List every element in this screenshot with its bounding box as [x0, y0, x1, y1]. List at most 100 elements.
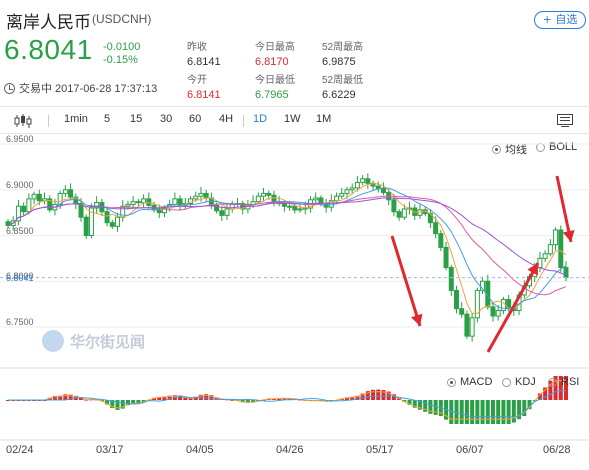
- interval-4h[interactable]: 4H: [219, 113, 234, 125]
- macd-bar: [371, 389, 376, 400]
- candle-body: [287, 205, 293, 208]
- candle-body: [135, 201, 141, 204]
- candle-body: [141, 198, 147, 204]
- x-tick-label: 06/28: [543, 444, 571, 456]
- interval-5[interactable]: 5: [104, 113, 111, 125]
- macd-bar: [485, 400, 490, 424]
- interval-1min[interactable]: 1min: [64, 113, 88, 125]
- stat-value: 6.8170: [255, 56, 289, 68]
- candle-body: [68, 189, 74, 198]
- macd-bar: [141, 400, 146, 403]
- candle-body: [224, 208, 230, 216]
- stat-label: 今日最高: [255, 42, 295, 53]
- candlestick-type-icon[interactable]: [14, 114, 32, 128]
- macd-bar: [475, 400, 480, 424]
- stat-label: 昨收: [187, 42, 207, 53]
- candle-body: [391, 199, 397, 213]
- candle-body: [83, 216, 89, 236]
- macd-bar: [193, 396, 198, 400]
- candle-body: [94, 202, 100, 209]
- stat-prev-close: 昨收 6.8141: [187, 38, 221, 68]
- stat-day-high: 今日最高 6.8170: [255, 38, 295, 68]
- stat-label: 今开: [187, 75, 207, 86]
- interval-1d[interactable]: 1D: [253, 113, 268, 125]
- macd-label: MACD: [460, 376, 493, 388]
- candle-body: [161, 207, 167, 214]
- chart-toolbar: 1min 5 15 30 60 4H 1D 1W 1M: [0, 106, 589, 134]
- candle-body: [297, 208, 303, 211]
- candle-body: [198, 192, 204, 197]
- candle-body: [401, 208, 407, 218]
- macd-bar: [365, 391, 370, 400]
- interval-1w[interactable]: 1W: [284, 113, 301, 125]
- candle-body: [349, 187, 355, 191]
- macd-bar: [282, 397, 287, 400]
- ma30-line: [7, 197, 567, 276]
- candle-body: [193, 195, 199, 200]
- macd-bar: [251, 400, 256, 403]
- radio-icon: [548, 377, 557, 387]
- macd-bar: [553, 376, 558, 400]
- macd-bar: [548, 380, 553, 400]
- stat-value: 6.7965: [255, 89, 289, 101]
- add-watchlist-button[interactable]: + 自选: [534, 11, 586, 29]
- macd-bar: [511, 400, 516, 423]
- macd-bar: [344, 397, 349, 400]
- x-tick-label: 02/24: [6, 444, 34, 456]
- macd-bar: [522, 400, 527, 417]
- x-tick-label: 03/17: [96, 444, 124, 456]
- radio-selected-icon: [492, 144, 501, 154]
- price-change: -0.0100 -0.15%: [103, 41, 140, 67]
- x-tick-label: 06/07: [456, 444, 484, 456]
- candle-body: [203, 192, 209, 199]
- rsi-label: RSI: [561, 376, 580, 388]
- interval-15[interactable]: 15: [130, 113, 143, 125]
- macd-bar: [115, 400, 120, 410]
- annotation-arrow-down-late-head: [562, 229, 575, 242]
- ma-label: 均线: [505, 144, 527, 156]
- candle-body: [255, 195, 261, 203]
- interval-30[interactable]: 30: [160, 113, 173, 125]
- annotation-arrow-up: [486, 262, 540, 353]
- candle-body: [354, 181, 360, 189]
- macd-toggle[interactable]: MACD: [447, 376, 492, 388]
- candle-body: [36, 193, 42, 202]
- candle-body: [130, 201, 136, 205]
- symbol-code: (USDCNH): [92, 12, 152, 26]
- candle-body: [47, 198, 53, 211]
- candle-body: [464, 313, 470, 337]
- macd-bar: [433, 400, 438, 415]
- ma-toggle[interactable]: 均线: [492, 141, 527, 157]
- macd-bar: [360, 393, 365, 400]
- fullscreen-icon[interactable]: [557, 114, 573, 127]
- change-percent: -0.15%: [103, 54, 138, 66]
- macd-bar: [517, 400, 522, 420]
- stat-label: 52周最低: [322, 75, 364, 86]
- candle-body: [31, 193, 37, 200]
- annotation-arrow-down-head: [411, 313, 423, 326]
- candle-body: [109, 222, 115, 227]
- annotation-arrow-up-head: [527, 263, 538, 276]
- change-absolute: -0.0100: [103, 41, 141, 53]
- kdj-toggle[interactable]: KDJ: [502, 376, 536, 388]
- candle-body: [380, 188, 386, 193]
- interval-1m[interactable]: 1M: [316, 113, 332, 125]
- rsi-toggle[interactable]: RSI: [548, 376, 579, 388]
- candle-body: [344, 189, 350, 194]
- candle-body: [459, 308, 465, 315]
- interval-60[interactable]: 60: [189, 113, 202, 125]
- annotation-arrow-down: [390, 235, 422, 327]
- x-tick-label: 04/05: [186, 444, 214, 456]
- watermark-text: 华尔街见闻: [70, 332, 146, 351]
- macd-bar: [68, 394, 73, 400]
- macd-bar: [245, 400, 250, 403]
- candle-body: [339, 192, 345, 197]
- macd-bar: [214, 397, 219, 400]
- candle-body: [115, 216, 121, 227]
- candle-body: [474, 289, 480, 319]
- macd-bar: [162, 396, 167, 400]
- candle-body: [500, 299, 506, 312]
- candle-body: [88, 207, 94, 237]
- candle-body: [334, 195, 340, 202]
- macd-bar: [402, 400, 407, 402]
